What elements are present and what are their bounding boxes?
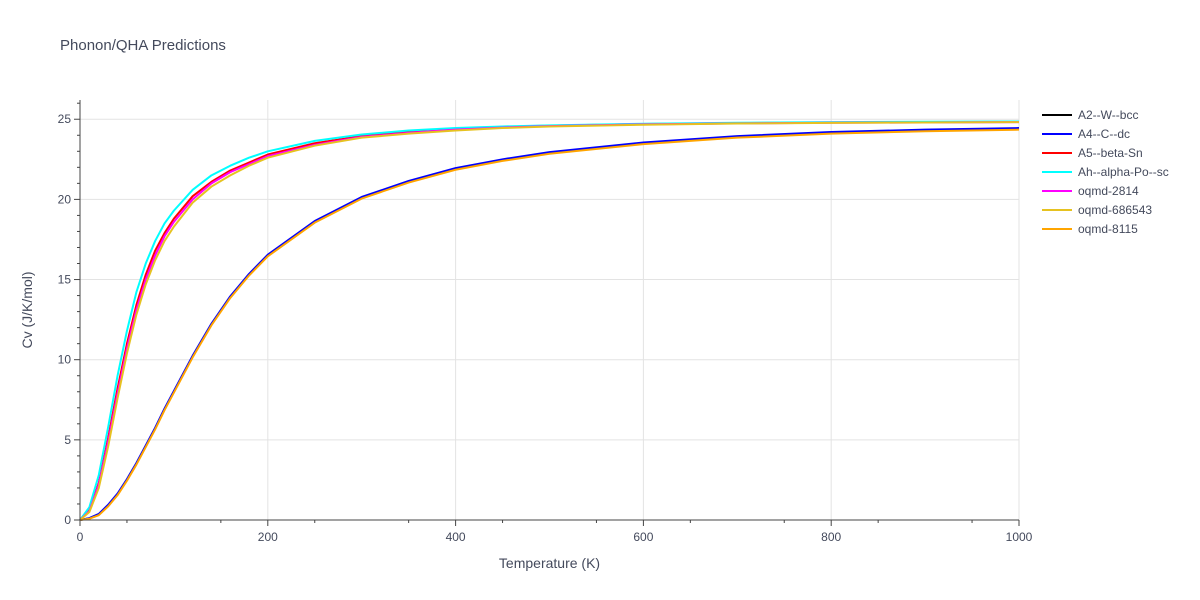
y-tick-label: 10 — [58, 353, 72, 367]
tick-labels: 0 200 400 600 800 1000 0 5 10 15 20 25 — [58, 112, 1033, 544]
legend-label: oqmd-686543 — [1078, 203, 1152, 217]
x-tick-label: 1000 — [1006, 530, 1033, 544]
series-line — [79, 121, 1020, 521]
x-axis-title: Temperature (K) — [499, 555, 600, 571]
axes — [74, 100, 1020, 526]
legend-label: A2--W--bcc — [1078, 108, 1138, 122]
y-tick-label: 25 — [58, 112, 72, 126]
grid — [80, 100, 1020, 520]
legend-label: A4--C--dc — [1078, 127, 1130, 141]
legend: A2--W--bcc A4--C--dc A5--beta-Sn Ah--alpha-… — [1042, 108, 1169, 236]
legend-label: oqmd-2814 — [1078, 184, 1139, 198]
series-lines — [79, 120, 1020, 521]
x-tick-label: 800 — [821, 530, 841, 544]
y-tick-label: 5 — [64, 433, 71, 447]
x-tick-label: 600 — [633, 530, 653, 544]
y-tick-label: 0 — [64, 513, 71, 527]
legend-label: oqmd-8115 — [1078, 222, 1138, 236]
legend-label: Ah--alpha-Po--sc — [1078, 165, 1169, 179]
series-line — [79, 127, 1020, 521]
y-axis-title: Cv (J/K/mol) — [19, 272, 35, 349]
x-tick-label: 400 — [446, 530, 466, 544]
chart-title: Phonon/QHA Predictions — [60, 37, 226, 54]
series-line — [79, 128, 1020, 521]
y-tick-label: 20 — [58, 192, 72, 206]
legend-label: A5--beta-Sn — [1078, 146, 1143, 160]
y-tick-label: 15 — [58, 273, 72, 287]
x-tick-label: 0 — [77, 530, 84, 544]
x-tick-label: 200 — [258, 530, 278, 544]
series-line — [79, 127, 1020, 521]
